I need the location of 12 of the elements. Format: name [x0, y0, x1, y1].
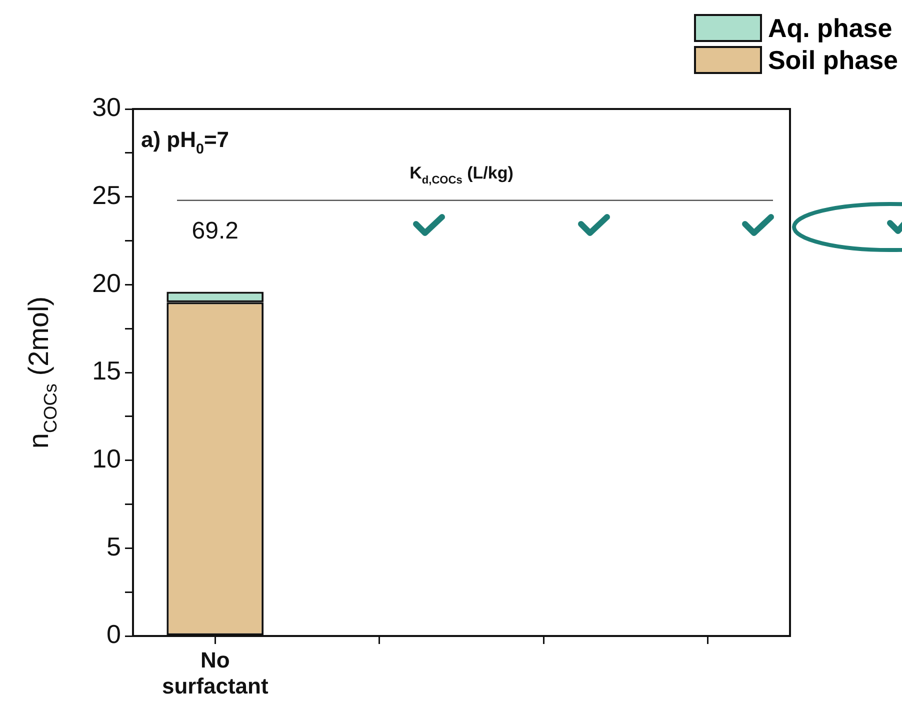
y-tick-label: 10	[92, 444, 121, 474]
y-axis-title: nCOCs (2mol)	[23, 296, 60, 449]
y-tick-label: 20	[92, 268, 121, 298]
annotation: 69.2	[192, 217, 238, 244]
y-tick-label: 25	[92, 180, 121, 210]
y-tick-label: 15	[92, 356, 121, 386]
y-tick-label: 30	[92, 92, 121, 122]
legend-label: Aq. phase	[768, 13, 892, 43]
y-tick-label: 5	[106, 531, 121, 562]
x-tick-label: No surfactant	[162, 647, 269, 699]
y-tick-label: 0	[106, 619, 121, 650]
legend-label: Soil phase	[768, 45, 898, 75]
